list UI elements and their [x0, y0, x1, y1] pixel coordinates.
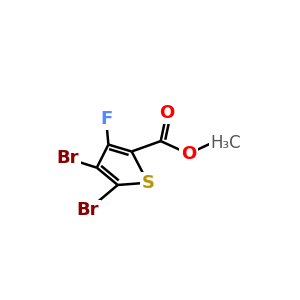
Text: O: O [159, 104, 174, 122]
Text: F: F [100, 110, 112, 128]
Text: Br: Br [76, 201, 99, 219]
Text: O: O [181, 145, 196, 163]
Text: S: S [141, 174, 154, 192]
Text: Br: Br [56, 149, 79, 167]
Text: H₃C: H₃C [211, 134, 241, 152]
